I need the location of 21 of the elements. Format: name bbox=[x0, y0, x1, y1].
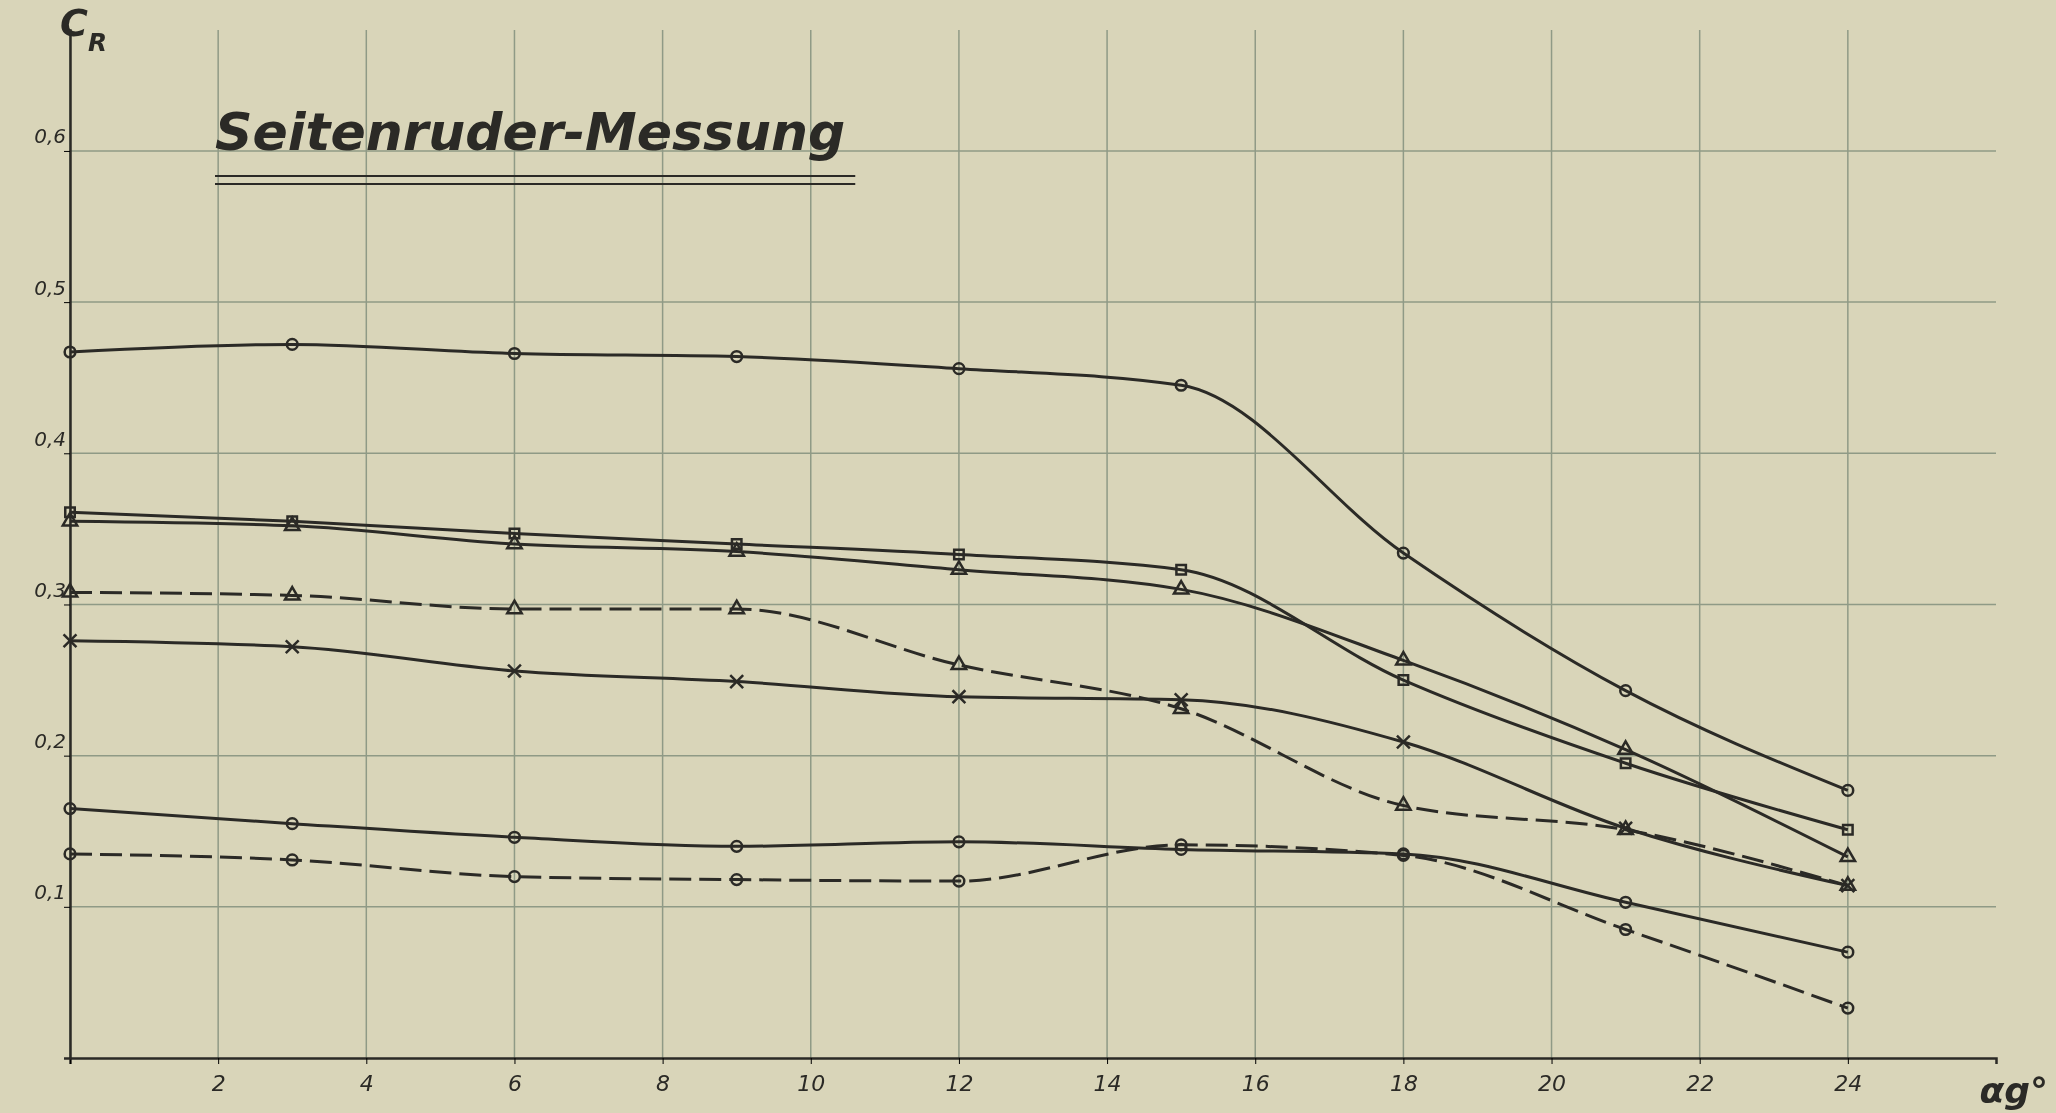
x-tick-label: 12 bbox=[945, 1071, 974, 1097]
x-tick-label: 8 bbox=[656, 1071, 671, 1097]
y-tick-label: 0,5 bbox=[34, 275, 66, 300]
x-tick-label: 24 bbox=[1834, 1071, 1863, 1097]
text: Seitenruder-Messung bbox=[215, 102, 846, 162]
x-tick-label: 6 bbox=[507, 1071, 522, 1097]
x-axis-title: αg° bbox=[1979, 1070, 2048, 1111]
x-tick-label: 10 bbox=[797, 1071, 826, 1097]
x-tick-label: 18 bbox=[1389, 1071, 1418, 1097]
x-tick-label: 2 bbox=[211, 1071, 226, 1097]
y-tick-label: 0,1 bbox=[34, 880, 66, 905]
x-tick-label: 16 bbox=[1241, 1071, 1270, 1097]
y-tick-label: 0,2 bbox=[34, 729, 66, 754]
y-axis-title: C$_{R}$ bbox=[60, 1, 107, 57]
x-tick-label: 20 bbox=[1538, 1071, 1567, 1097]
y-tick-label: 0,3 bbox=[34, 577, 66, 602]
y-tick-label: 0,4 bbox=[34, 426, 66, 451]
x-tick-label: 4 bbox=[359, 1071, 374, 1097]
x-tick-label: 14 bbox=[1093, 1071, 1122, 1097]
y-tick-label: 0,6 bbox=[34, 124, 66, 149]
x-tick-label: 22 bbox=[1686, 1071, 1715, 1097]
